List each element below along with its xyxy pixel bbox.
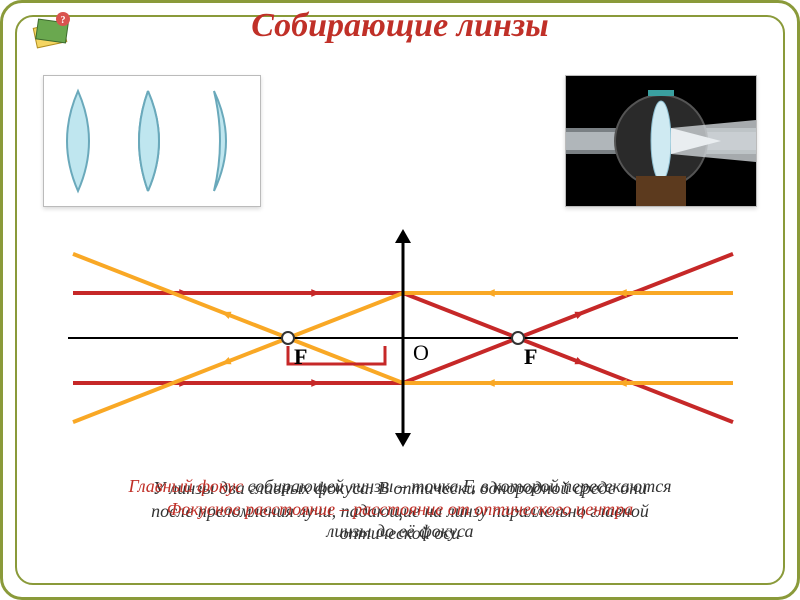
- svg-text:F: F: [524, 344, 537, 369]
- t-line1b: собирающей линзы – точка F, в которой пе…: [248, 476, 672, 496]
- t-line4: линзы до её фокуса: [326, 521, 473, 541]
- lens-shapes-card: [43, 75, 261, 207]
- lens-photo-svg: [566, 76, 756, 206]
- t-hl2: Фокусное расстояние – расстояние от опти…: [167, 499, 633, 519]
- ray-diagram-svg: OFF: [63, 223, 743, 453]
- page-title: Собирающие линзы: [3, 7, 797, 45]
- lens-shapes-svg: [44, 76, 260, 206]
- ray-diagram: OFF: [63, 223, 743, 453]
- svg-text:O: O: [413, 340, 429, 365]
- lens-photo-card: [565, 75, 757, 207]
- svg-text:F: F: [294, 344, 307, 369]
- outer-frame: ? Собирающие линзы OFF У: [0, 0, 800, 600]
- definitions-text: У линзы два главных фокуса. В оптически …: [43, 477, 757, 567]
- t-hl1: Главный фокус: [128, 476, 243, 496]
